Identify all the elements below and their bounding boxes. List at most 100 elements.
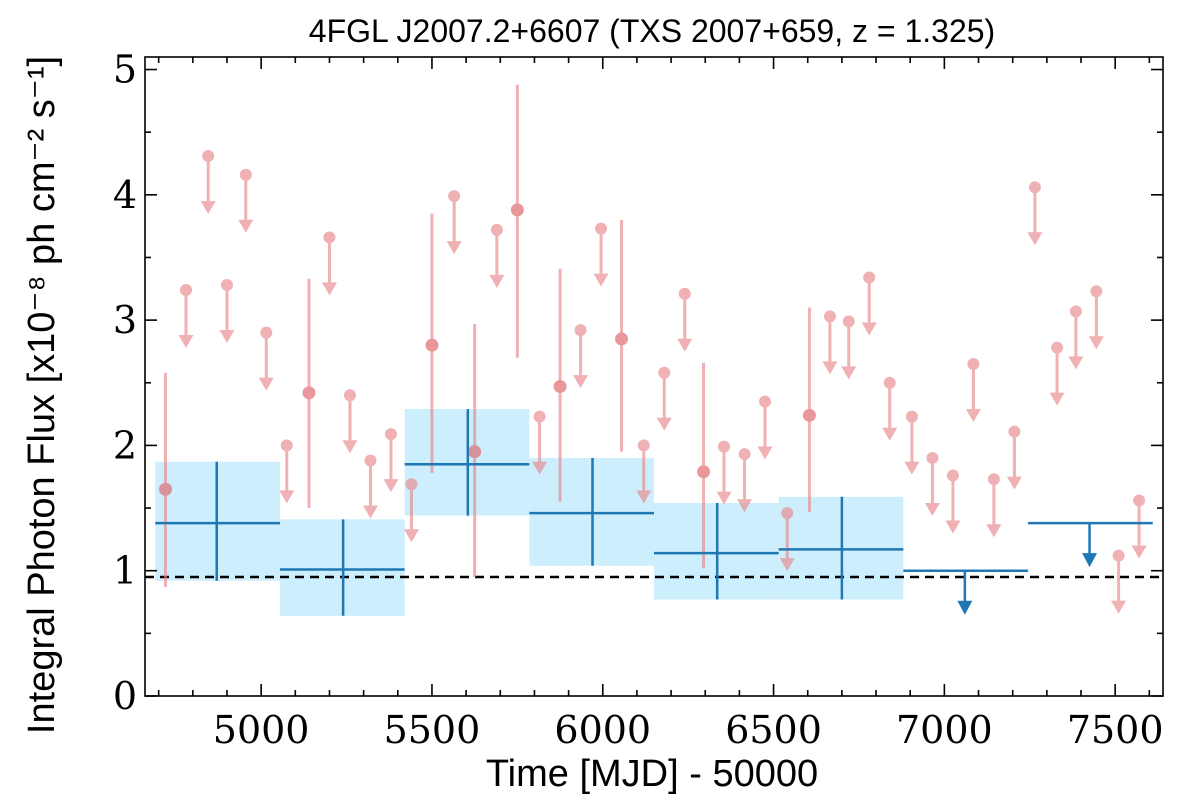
x-tick-label: 5500: [384, 708, 481, 752]
short-upper-limit: [362, 454, 378, 519]
upper-limit-marker: [678, 287, 691, 300]
x-tick-label: 5000: [213, 708, 310, 752]
axes-frame: [144, 56, 1164, 697]
upper-limit-arrowhead: [200, 200, 216, 214]
upper-limit-arrowhead: [321, 282, 337, 296]
short-upper-limit: [986, 473, 1002, 538]
x-tick-label: 6500: [725, 708, 822, 752]
short-upper-limit: [1027, 181, 1043, 246]
upper-limit-marker: [405, 478, 418, 491]
short-upper-limit: [1068, 305, 1084, 370]
upper-limit-arrowhead: [342, 440, 358, 454]
detection-marker: [553, 380, 567, 394]
x-tick-label: 7500: [1067, 708, 1164, 752]
upper-limit-marker: [239, 168, 252, 181]
short-upper-limit: [342, 389, 358, 454]
upper-limit-marker: [905, 410, 918, 423]
short-upper-limit: [238, 168, 254, 233]
upper-limit-marker: [781, 507, 794, 520]
upper-limit-marker: [448, 190, 461, 203]
upper-limit-marker: [343, 389, 356, 402]
upper-limit-marker: [1133, 494, 1146, 507]
short-upper-limit: [861, 271, 877, 336]
short-upper-limit: [573, 324, 589, 389]
short-upper-limit: [757, 395, 773, 460]
short-detection: [510, 84, 524, 358]
x-axis-label: Time [MJD] - 50000: [486, 753, 818, 795]
upper-limit-arrowhead: [656, 417, 672, 431]
upper-limit-arrowhead: [945, 520, 961, 534]
y-tick-label: 1: [113, 549, 137, 593]
short-detection: [615, 219, 629, 452]
upper-limit-arrowhead: [822, 361, 838, 375]
upper-limit-arrowhead: [904, 461, 920, 475]
upper-limit-arrowhead: [841, 366, 857, 380]
upper-limit-arrowhead: [446, 241, 462, 255]
upper-limit-arrowhead: [1088, 336, 1104, 350]
upper-limit-marker: [1069, 305, 1082, 318]
detection-marker: [425, 338, 439, 352]
upper-limit-marker: [1090, 285, 1103, 298]
short-detection: [468, 323, 482, 577]
short-upper-limit: [924, 451, 940, 516]
short-upper-limit: [1131, 494, 1147, 559]
upper-limit-arrowhead: [779, 558, 795, 572]
upper-limit-marker: [220, 279, 233, 292]
upper-limit-arrowhead: [636, 490, 652, 504]
upper-limit-marker: [384, 428, 397, 441]
upper-limit-arrowhead: [362, 505, 378, 519]
short-upper-limit: [279, 439, 295, 504]
short-upper-limit: [716, 440, 732, 505]
y-tick-label: 4: [113, 173, 137, 217]
upper-limit-arrowhead: [757, 446, 773, 460]
short-upper-limit: [841, 315, 857, 380]
upper-limit-arrowhead: [532, 461, 548, 475]
detection-marker: [468, 445, 482, 459]
y-axis-label: Integral Photon Flux [x10⁻⁸ ph cm⁻² s⁻¹]: [21, 56, 63, 734]
upper-limit-marker: [1112, 549, 1125, 562]
upper-limit-arrowhead: [882, 427, 898, 441]
short-upper-limit: [656, 366, 672, 431]
upper-limit-marker: [967, 357, 980, 370]
short-upper-limit: [882, 376, 898, 441]
upper-limit-marker: [738, 448, 751, 461]
upper-limit-marker: [759, 395, 772, 408]
upper-limit-marker: [1051, 341, 1064, 354]
upper-limit-arrowhead: [403, 529, 419, 543]
y-tick-label: 0: [113, 674, 137, 718]
upper-limit-marker: [202, 149, 215, 162]
short-upper-limit: [446, 190, 462, 255]
upper-limit-marker: [1008, 425, 1021, 438]
short-upper-limit: [636, 439, 652, 504]
upper-limit-arrowhead: [238, 219, 254, 233]
upper-limit-arrowhead: [986, 524, 1002, 538]
upper-limit-arrowhead: [178, 335, 194, 349]
short-upper-limit: [178, 284, 194, 349]
detection-marker: [158, 482, 172, 496]
upper-limit-arrowhead: [219, 330, 235, 344]
upper-limit-arrowhead: [861, 322, 877, 336]
short-upper-limit: [779, 507, 795, 572]
upper-limit-arrowhead: [924, 502, 940, 516]
upper-limit-arrowhead: [1006, 476, 1022, 490]
upper-limit-marker: [946, 469, 959, 482]
long-upper-limit-arrowhead: [1082, 553, 1098, 568]
short-upper-limit: [403, 478, 419, 543]
short-upper-limit: [321, 231, 337, 296]
upper-limit-marker: [637, 439, 650, 452]
short-upper-limit: [219, 279, 235, 344]
short-upper-limit: [1006, 425, 1022, 490]
short-upper-limit: [945, 469, 961, 534]
short-upper-limit: [904, 410, 920, 475]
upper-limit-marker: [926, 451, 939, 464]
detection-marker: [615, 332, 629, 346]
detection-marker: [510, 203, 524, 217]
upper-limit-marker: [364, 454, 377, 467]
y-tick-label: 2: [113, 423, 137, 467]
short-detection: [553, 268, 567, 502]
short-upper-limit: [593, 222, 609, 287]
upper-limit-arrowhead: [573, 375, 589, 389]
upper-limit-marker: [1028, 181, 1041, 194]
short-detection: [158, 372, 172, 587]
upper-limit-marker: [533, 410, 546, 423]
